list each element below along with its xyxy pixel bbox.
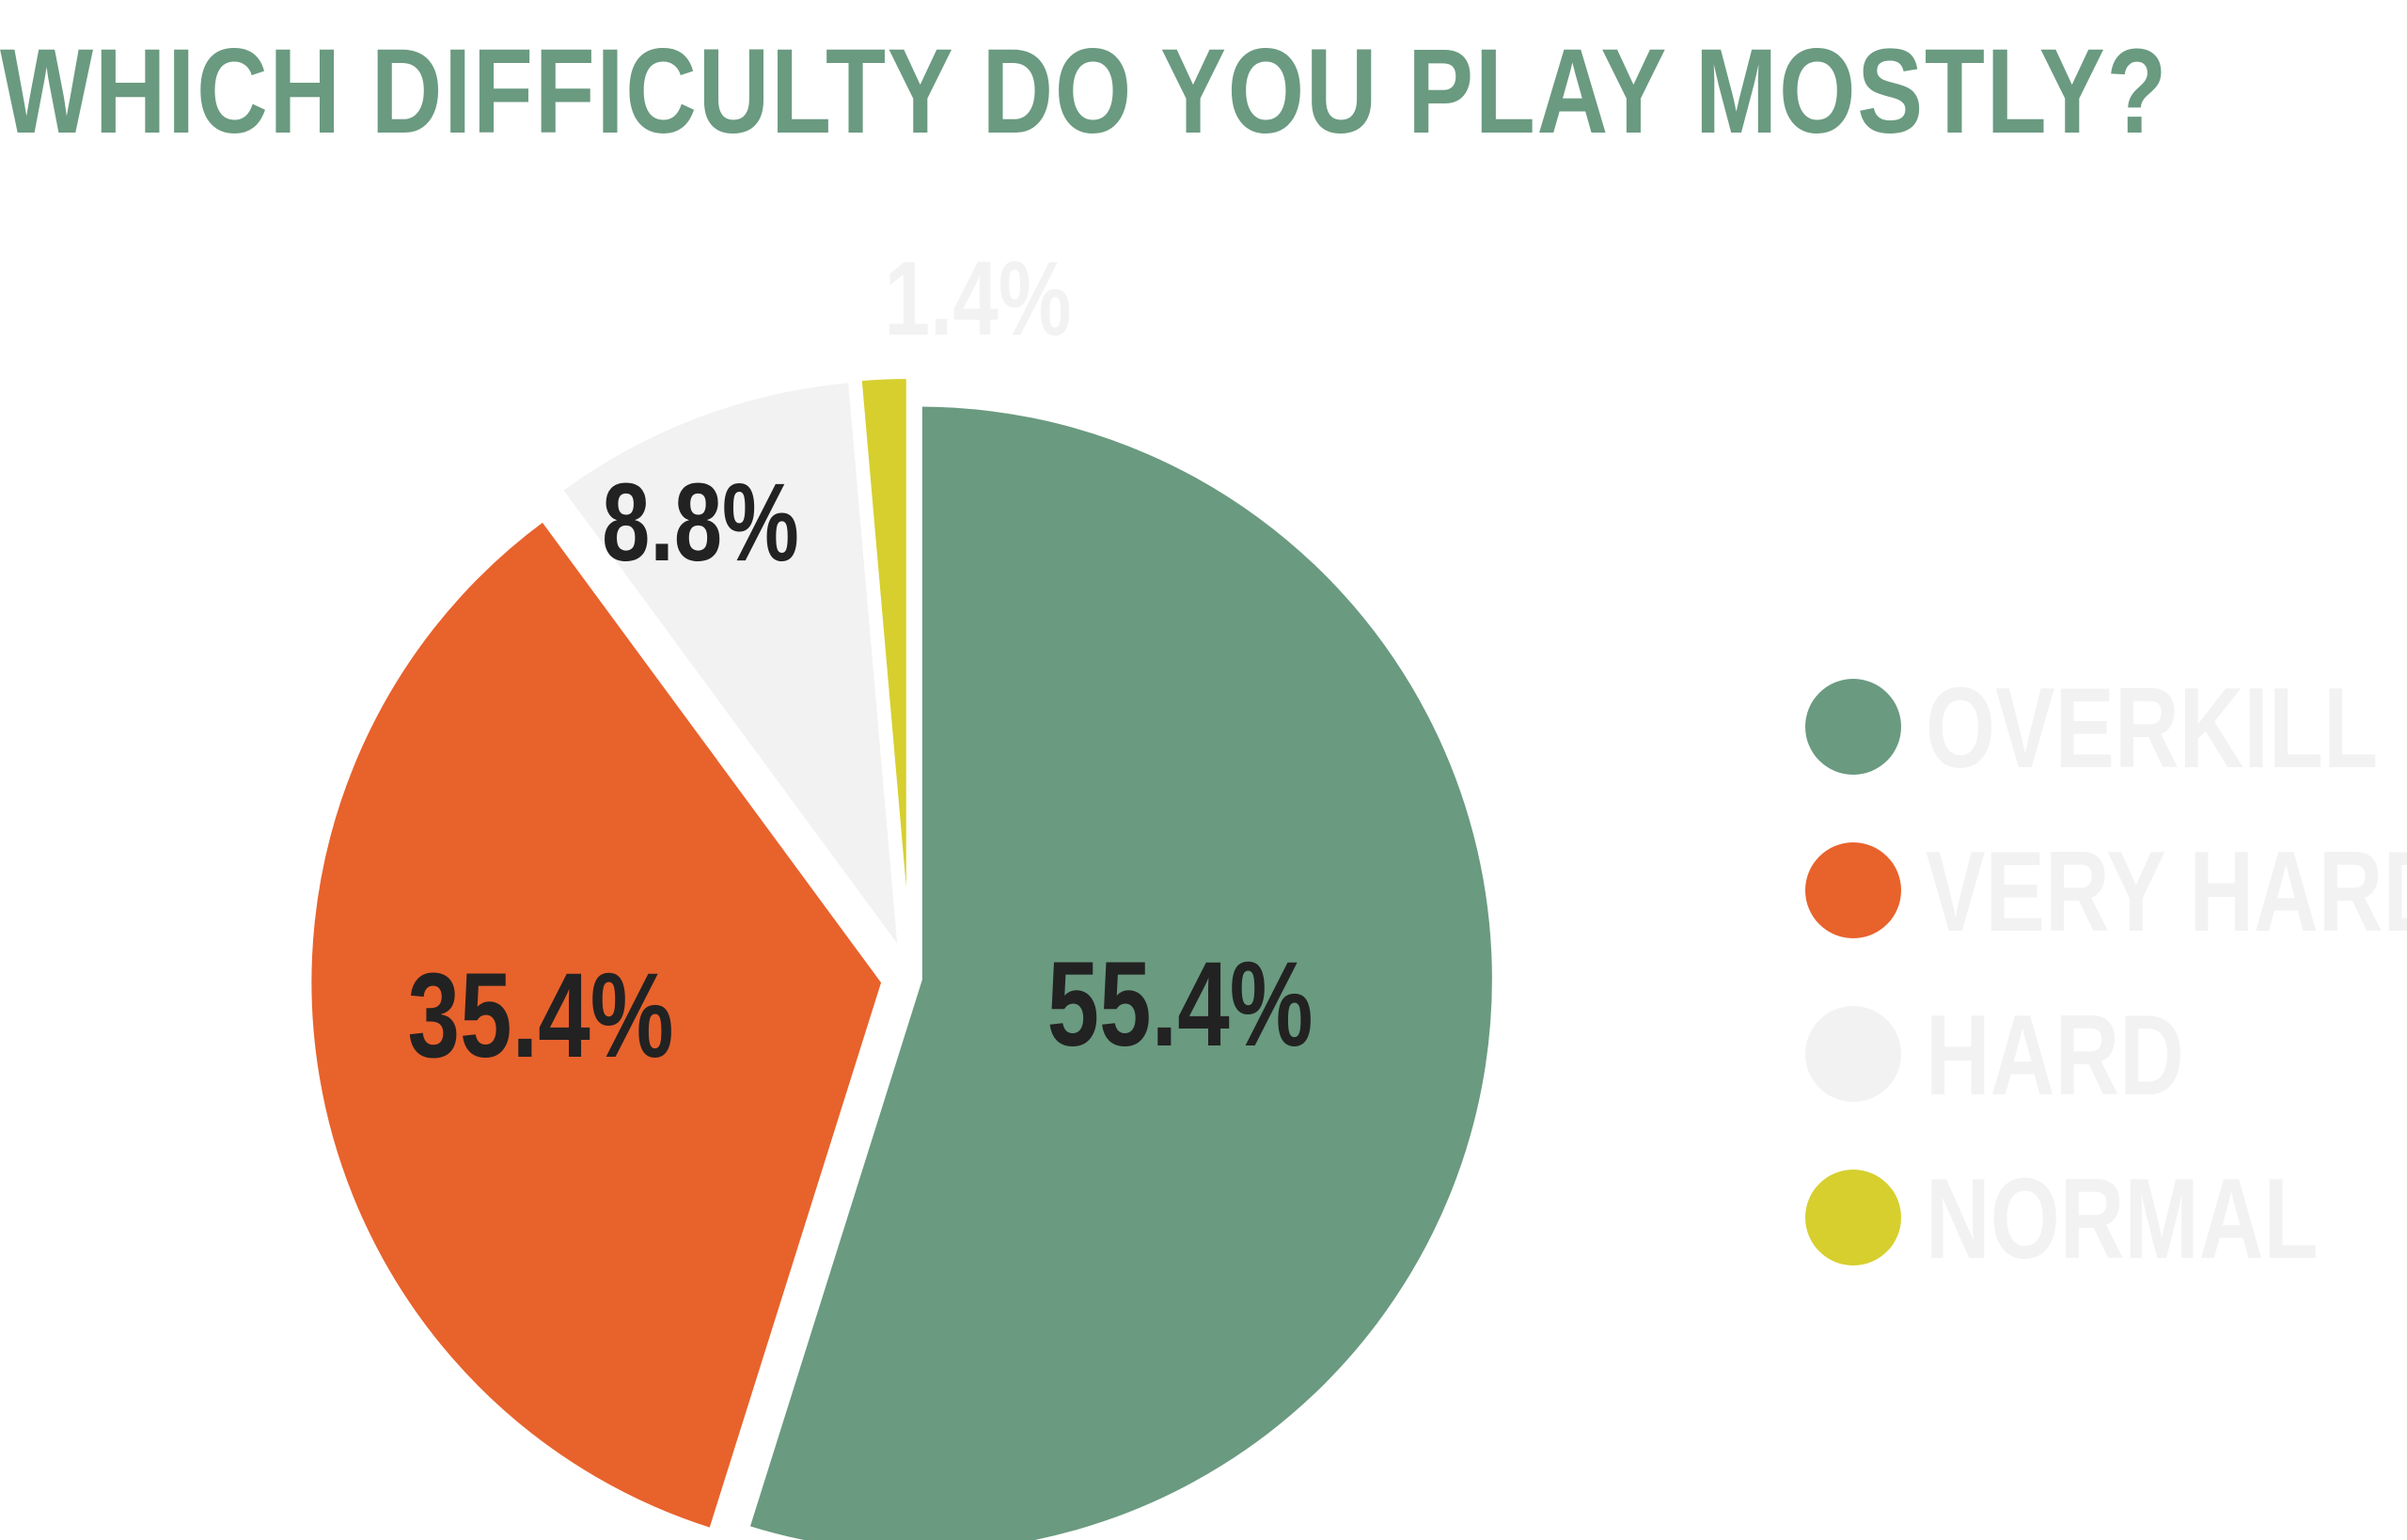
chart-title: WHICH DIFFICULTY DO YOU PLAY MOSTLY? bbox=[0, 24, 2169, 159]
pie-slice-hard bbox=[556, 376, 905, 964]
pie-slice-labels: 55.4% 35.4% 8.8% 1.4% bbox=[407, 241, 1313, 1083]
slice-label-hard: 8.8% bbox=[602, 461, 799, 585]
pie-slice-very-hard bbox=[306, 514, 888, 1535]
legend-label-overkill: OVERKILL bbox=[1926, 664, 2379, 792]
legend-swatch-overkill bbox=[1805, 679, 1901, 775]
legend-swatch-hard bbox=[1805, 1006, 1901, 1102]
legend-label-very-hard: VERY HARD bbox=[1926, 827, 2407, 955]
legend-label-normal: NORMAL bbox=[1926, 1155, 2319, 1282]
slice-label-overkill: 55.4% bbox=[1046, 937, 1313, 1072]
slice-label-very-hard: 35.4% bbox=[407, 949, 673, 1083]
pie-slice-overkill bbox=[743, 401, 1498, 1540]
slice-label-normal: 1.4% bbox=[884, 241, 1071, 358]
legend-label-hard: HARD bbox=[1926, 991, 2184, 1119]
legend-swatch-normal bbox=[1805, 1170, 1901, 1265]
legend-swatch-very-hard bbox=[1805, 842, 1901, 938]
pie-slice-normal bbox=[856, 373, 912, 952]
pie-slices bbox=[306, 373, 1498, 1540]
